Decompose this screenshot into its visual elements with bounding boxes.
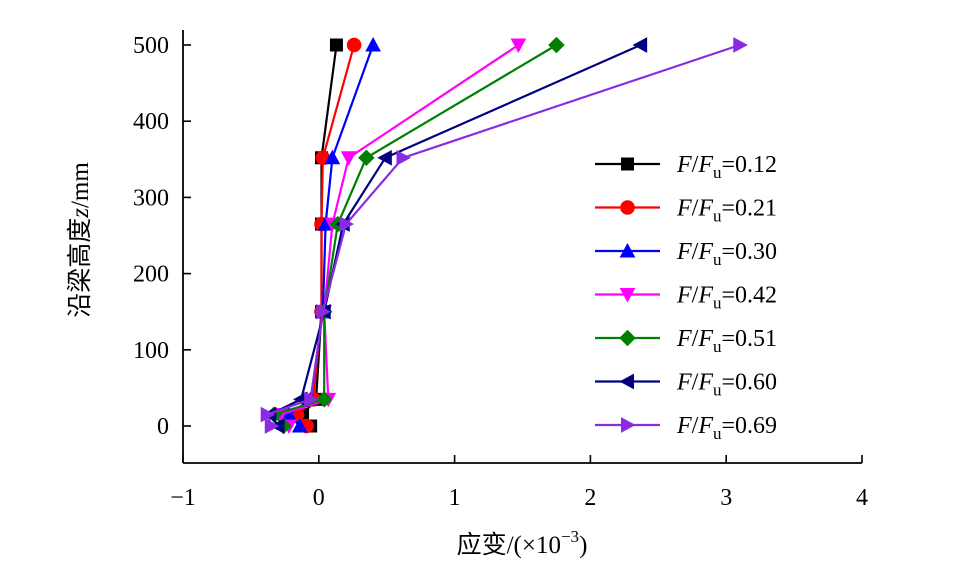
data-point (291, 417, 308, 433)
x-tick-label: 3 (720, 485, 732, 511)
legend-label: F/Fu=0.51 (676, 326, 777, 356)
legend-marker (619, 329, 636, 347)
legend-label: F/Fu=0.12 (676, 152, 777, 182)
y-tick-label: 300 (133, 185, 169, 211)
x-axis-title: 应变/(×10−3) (457, 527, 588, 559)
x-tick-label: 4 (856, 485, 868, 511)
legend-marker (621, 417, 636, 433)
x-tick-label: 0 (313, 485, 325, 511)
series-layer (260, 36, 748, 435)
data-point (316, 391, 333, 408)
y-tick-label: 500 (133, 33, 169, 59)
legend-entry: F/Fu=0.42 (595, 283, 777, 313)
legend-label: F/Fu=0.60 (676, 370, 777, 400)
x-tick-label: −1 (170, 485, 196, 511)
legend-entry: F/Fu=0.30 (595, 239, 777, 269)
data-point (510, 38, 527, 54)
x-tick-label: 1 (449, 485, 461, 511)
data-point (365, 36, 381, 52)
data-point (316, 303, 331, 320)
data-point (632, 37, 648, 53)
data-point (358, 149, 375, 166)
legend-marker (620, 200, 635, 215)
data-point (346, 37, 362, 53)
legend-label: F/Fu=0.30 (676, 239, 777, 269)
legend-entry: F/Fu=0.51 (595, 326, 777, 356)
data-point (260, 406, 276, 423)
y-axis-title: 沿梁高度z/mm (66, 162, 94, 318)
legend-marker (619, 373, 634, 390)
legend-label: F/Fu=0.69 (676, 413, 777, 443)
legend: F/Fu=0.12 F/Fu=0.21 F/Fu=0.30 F/Fu=0.42 F/Fu… (595, 152, 777, 443)
data-point (396, 149, 412, 166)
axis-titles: 应变/(×10−3) 沿梁高度z/mm (66, 162, 587, 559)
x-tick-label: 2 (584, 485, 596, 511)
legend-entry: F/Fu=0.12 (595, 152, 777, 182)
y-tick-label: 400 (133, 109, 169, 135)
legend-entry: F/Fu=0.21 (595, 196, 777, 226)
data-point (377, 149, 392, 166)
data-point (339, 216, 355, 232)
y-tick-label: 100 (133, 338, 169, 364)
legend-marker (621, 157, 634, 171)
legend-label: F/Fu=0.21 (676, 196, 777, 226)
legend-entry: F/Fu=0.69 (595, 413, 777, 443)
legend-label: F/Fu=0.42 (676, 283, 777, 313)
data-point (304, 391, 319, 408)
data-point (264, 418, 280, 434)
series-0.51 (265, 36, 565, 435)
axes: 0 100 200 300 400 500 −1 0 1 2 3 4 (133, 30, 868, 511)
series-0.69 (260, 37, 748, 434)
data-point (324, 149, 341, 165)
y-tick-label: 200 (133, 262, 169, 288)
legend-entry: F/Fu=0.60 (595, 370, 777, 400)
legend-marker (619, 242, 636, 258)
data-point (340, 151, 357, 166)
legend-marker (619, 288, 636, 303)
y-tick-label: 0 (157, 414, 169, 440)
series-0.42 (272, 38, 527, 435)
data-point (548, 36, 565, 54)
data-point (329, 38, 343, 52)
data-point (733, 37, 748, 53)
